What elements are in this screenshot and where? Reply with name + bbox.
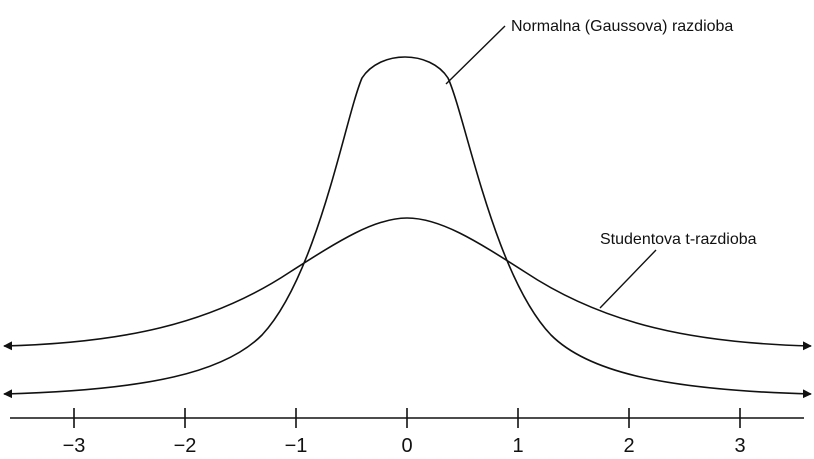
student-t-distribution-curve (3, 217, 812, 351)
x-axis-tick-label: −3 (63, 435, 86, 457)
x-axis-tick-label: 0 (401, 435, 412, 457)
x-axis-tick-label: 3 (734, 435, 745, 457)
normal-distribution-curve (3, 56, 812, 399)
x-axis-tick-label: 2 (623, 435, 634, 457)
x-axis-tick-label: −1 (285, 435, 308, 457)
x-axis-tick-label: 1 (512, 435, 523, 457)
x-axis-tick-label: −2 (174, 435, 197, 457)
student-label-leader-line (599, 249, 657, 309)
student-t-distribution-label: Studentova t-razdioba (600, 231, 757, 248)
normal-label-leader-line (445, 25, 506, 85)
x-axis-ticks: −3 −2 −1 0 1 2 3 (63, 408, 746, 457)
normal-distribution-label: Normalna (Gaussova) razdioba (511, 18, 733, 35)
